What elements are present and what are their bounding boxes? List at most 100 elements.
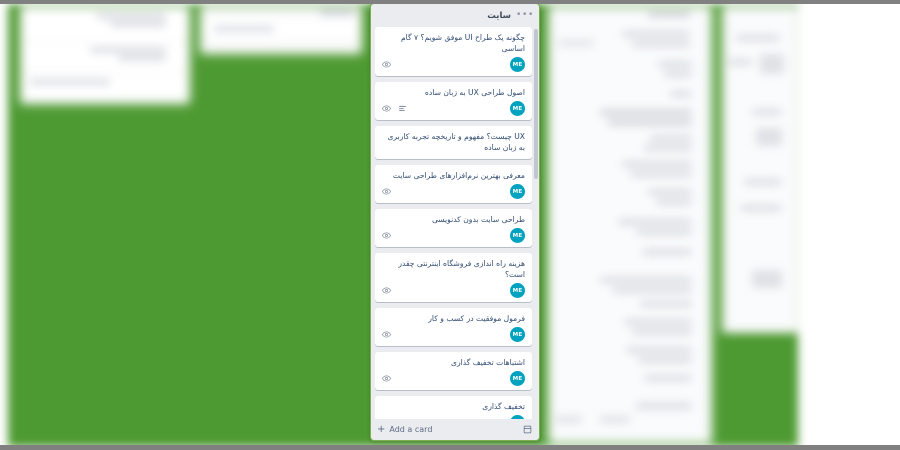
list-cards: چگونه یک طراح UI موفق شویم؟ ۷ گام اساسی … [375, 27, 535, 419]
avatar[interactable]: ME [510, 283, 525, 298]
window-chrome-bottom [0, 445, 900, 450]
list-item[interactable]: هزینه راه اندازی فروشگاه اینترنتی چقدر ا… [375, 253, 532, 302]
card-badges: ME [382, 101, 525, 116]
backdrop-text-line [624, 320, 692, 324]
trello-list[interactable]: سایت ••• چگونه یک طراح UI موفق شویم؟ ۷ گ… [370, 3, 540, 441]
backdrop-text-line [600, 278, 692, 282]
page-white-region [798, 4, 900, 447]
backdrop-text-line [736, 36, 780, 40]
backdrop-text-line [96, 14, 166, 18]
card-title: اصول طراحی UX به زبان ساده [424, 88, 525, 97]
backdrop-text-line [626, 348, 692, 352]
backdrop-text-line [612, 288, 692, 292]
backdrop-text-line [656, 200, 692, 204]
board-canvas-gap [722, 334, 800, 444]
card-title: چگونه یک طراح UI موفق شویم؟ ۷ گام اساسی [400, 33, 525, 53]
backdrop-card [204, 20, 358, 38]
watch-eye-icon[interactable] [382, 418, 391, 419]
avatar[interactable]: ME [510, 371, 525, 386]
card-badges: ME [382, 228, 525, 243]
list-item[interactable]: تخفیف گذاری ME [375, 396, 532, 419]
list-item[interactable]: معرفی بهترین نرم‌افزارهای طراحی سایت ME [375, 165, 532, 203]
backdrop-text-line [622, 32, 690, 36]
card-badges: ME [382, 57, 525, 72]
avatar[interactable]: ME [510, 327, 525, 342]
backdrop-text-line [740, 206, 782, 210]
list-item[interactable]: چگونه یک طراح UI موفق شویم؟ ۷ گام اساسی … [375, 27, 532, 76]
card-badges: ME [382, 327, 525, 342]
backdrop-chip [556, 416, 582, 423]
backdrop-text-line [618, 220, 692, 224]
backdrop-text-line [600, 110, 692, 115]
backdrop-text-line [622, 162, 692, 166]
card-title: UX چیست؟ مفهوم و تاریخچه تجربه کاربری به… [387, 132, 525, 152]
list-footer: + Add a card [371, 419, 539, 440]
backdrop-list-3 [548, 6, 712, 444]
watch-eye-icon[interactable] [382, 286, 391, 295]
description-icon[interactable] [398, 104, 407, 113]
list-item[interactable]: اصول طراحی UX به زبان ساده [375, 82, 532, 120]
list-item[interactable]: اشتباهات تخفیف گذاری ME [375, 352, 532, 390]
avatar[interactable]: ME [510, 184, 525, 199]
backdrop-text-line [320, 10, 354, 15]
watch-eye-icon[interactable] [382, 231, 391, 240]
list-title[interactable]: سایت [487, 10, 511, 21]
backdrop-card [24, 74, 186, 100]
list-header: سایت ••• [371, 4, 539, 27]
card-template-icon[interactable] [523, 425, 532, 434]
watch-eye-icon[interactable] [382, 187, 391, 196]
add-card-label: Add a card [389, 425, 433, 434]
backdrop-text-line [30, 80, 110, 84]
avatar[interactable]: ME [510, 228, 525, 243]
card-title: تخفیف گذاری [482, 402, 525, 411]
watch-eye-icon[interactable] [382, 60, 391, 69]
list-item[interactable]: UX چیست؟ مفهوم و تاریخچه تجربه کاربری به… [375, 126, 532, 159]
backdrop-chip [636, 402, 692, 410]
watch-eye-icon[interactable] [382, 374, 391, 383]
avatar[interactable]: ME [510, 57, 525, 72]
backdrop-text-line [642, 250, 692, 254]
card-title: اشتباهات تخفیف گذاری [451, 358, 525, 367]
backdrop-text-line [658, 62, 692, 66]
backdrop-text-line [664, 72, 692, 76]
watch-eye-icon[interactable] [382, 104, 391, 113]
card-title: معرفی بهترین نرم‌افزارهای طراحی سایت [392, 171, 525, 180]
backdrop-text-line [110, 22, 166, 26]
backdrop-chip [752, 270, 782, 288]
backdrop-text-line [632, 330, 692, 334]
backdrop-chip [756, 128, 782, 146]
backdrop-chip [558, 40, 594, 46]
backdrop-text-line [632, 42, 690, 46]
backdrop-text-line [118, 56, 166, 60]
backdrop-chip [760, 54, 784, 74]
ellipsis-horizontal-icon[interactable]: ••• [515, 10, 535, 20]
watch-eye-icon[interactable] [382, 330, 391, 339]
backdrop-text-line [644, 146, 692, 150]
backdrop-text-line [648, 12, 690, 17]
backdrop-text-line [644, 376, 692, 380]
add-card-button[interactable]: + Add a card [377, 423, 433, 435]
list-item[interactable]: فرمول موفقیت در کسب و کار ME [375, 308, 532, 346]
backdrop-text-line [90, 48, 166, 52]
list-scrollbar[interactable] [534, 29, 538, 417]
avatar[interactable]: ME [510, 101, 525, 116]
card-title: طراحی سایت بدون کدنویسی [431, 215, 525, 224]
card-title: هزینه راه اندازی فروشگاه اینترنتی چقدر ا… [398, 259, 525, 279]
backdrop-chip [600, 416, 630, 423]
card-badges: ME [382, 371, 525, 386]
backdrop-text-line [630, 172, 692, 176]
backdrop-text-line [650, 136, 692, 140]
list-cards-scroll-area[interactable]: چگونه یک طراح UI موفق شویم؟ ۷ گام اساسی … [371, 27, 539, 419]
avatar[interactable]: ME [510, 415, 525, 419]
card-title: فرمول موفقیت در کسب و کار [428, 314, 525, 323]
backdrop-text-line [752, 110, 782, 114]
backdrop-text-line [648, 190, 692, 194]
plus-icon: + [377, 423, 386, 435]
card-badges: ME [382, 283, 525, 298]
card-badges: ME [382, 184, 525, 199]
list-item[interactable]: طراحی سایت بدون کدنویسی ME [375, 209, 532, 247]
list-scrollbar-thumb[interactable] [534, 29, 538, 179]
backdrop-text-line [636, 230, 692, 234]
backdrop-text-line [608, 120, 692, 125]
